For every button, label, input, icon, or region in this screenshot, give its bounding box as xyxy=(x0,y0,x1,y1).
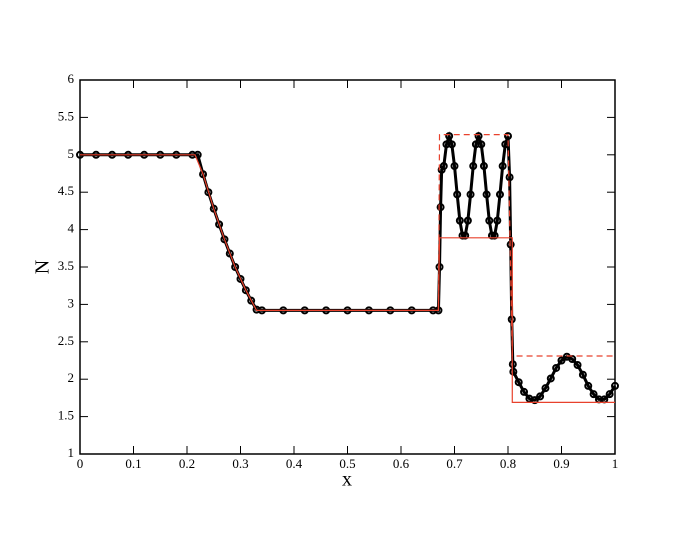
data-point xyxy=(536,392,545,401)
data-point xyxy=(584,381,593,390)
data-point xyxy=(546,374,555,383)
data-point xyxy=(436,203,445,212)
y-tick-label: 3 xyxy=(68,295,75,310)
data-point xyxy=(611,381,619,390)
data-point xyxy=(445,132,454,141)
data-point xyxy=(509,367,518,376)
data-point xyxy=(605,390,614,399)
y-tick-label: 1 xyxy=(68,445,75,460)
data-point xyxy=(469,162,478,171)
y-tick-label: 3.5 xyxy=(58,258,74,273)
data-point xyxy=(490,231,499,240)
data-point xyxy=(573,360,582,369)
data-point xyxy=(199,170,208,179)
data-point xyxy=(225,249,234,258)
data-point xyxy=(453,190,462,199)
data-point xyxy=(505,173,514,182)
x-tick-label: 0.8 xyxy=(500,456,516,471)
reference-line xyxy=(80,154,615,403)
data-point xyxy=(485,216,494,225)
y-tick-label: 5.5 xyxy=(58,108,74,123)
reference-line xyxy=(437,134,615,357)
data-point xyxy=(552,363,561,372)
y-tick-label: 5 xyxy=(68,146,75,161)
data-point xyxy=(247,296,256,305)
y-tick-label: 2 xyxy=(68,370,75,385)
data-point xyxy=(495,190,504,199)
data-point xyxy=(458,231,467,240)
data-point xyxy=(498,162,507,171)
data-point xyxy=(514,378,523,387)
data-point xyxy=(220,235,229,244)
data-point xyxy=(461,231,470,240)
x-tick-label: 0.6 xyxy=(393,456,410,471)
y-axis-title: N xyxy=(32,260,54,274)
x-tick-label: 0.3 xyxy=(232,456,248,471)
y-tick-label: 1.5 xyxy=(58,408,74,423)
data-point xyxy=(506,240,515,249)
data-point xyxy=(204,188,213,197)
data-point xyxy=(463,216,472,225)
data-point xyxy=(493,216,502,225)
data-point xyxy=(439,162,448,171)
data-point xyxy=(487,231,496,240)
x-tick-label: 0.9 xyxy=(553,456,569,471)
x-tick-label: 0.1 xyxy=(125,456,141,471)
y-tick-label: 2.5 xyxy=(58,333,74,348)
x-tick-label: 1 xyxy=(612,456,619,471)
data-point xyxy=(482,190,491,199)
data-point xyxy=(450,162,459,171)
data-point xyxy=(479,162,488,171)
y-tick-label: 4.5 xyxy=(58,183,74,198)
data-point xyxy=(520,387,529,396)
x-axis-title: x xyxy=(342,469,352,491)
x-tick-label: 0.7 xyxy=(446,456,463,471)
data-point xyxy=(474,132,483,141)
data-point xyxy=(589,390,598,399)
data-point xyxy=(236,274,245,283)
x-tick-label: 0.4 xyxy=(286,456,303,471)
y-tick-label: 4 xyxy=(68,221,75,236)
x-tick-label: 0 xyxy=(77,456,84,471)
x-tick-label: 0.5 xyxy=(339,456,355,471)
data-point xyxy=(447,140,456,149)
data-point xyxy=(466,190,475,199)
x-tick-label: 0.2 xyxy=(179,456,195,471)
data-point xyxy=(215,220,224,229)
data-point xyxy=(541,384,550,393)
data-point xyxy=(231,263,240,271)
data-point xyxy=(578,370,587,379)
data-point xyxy=(455,216,464,225)
data-point xyxy=(477,140,486,149)
data-point xyxy=(530,396,539,405)
data-point xyxy=(557,356,566,365)
series-line xyxy=(80,131,617,402)
data-point xyxy=(209,204,218,213)
data-point xyxy=(504,132,512,141)
y-tick-label: 6 xyxy=(68,71,75,86)
data-point xyxy=(241,286,250,295)
